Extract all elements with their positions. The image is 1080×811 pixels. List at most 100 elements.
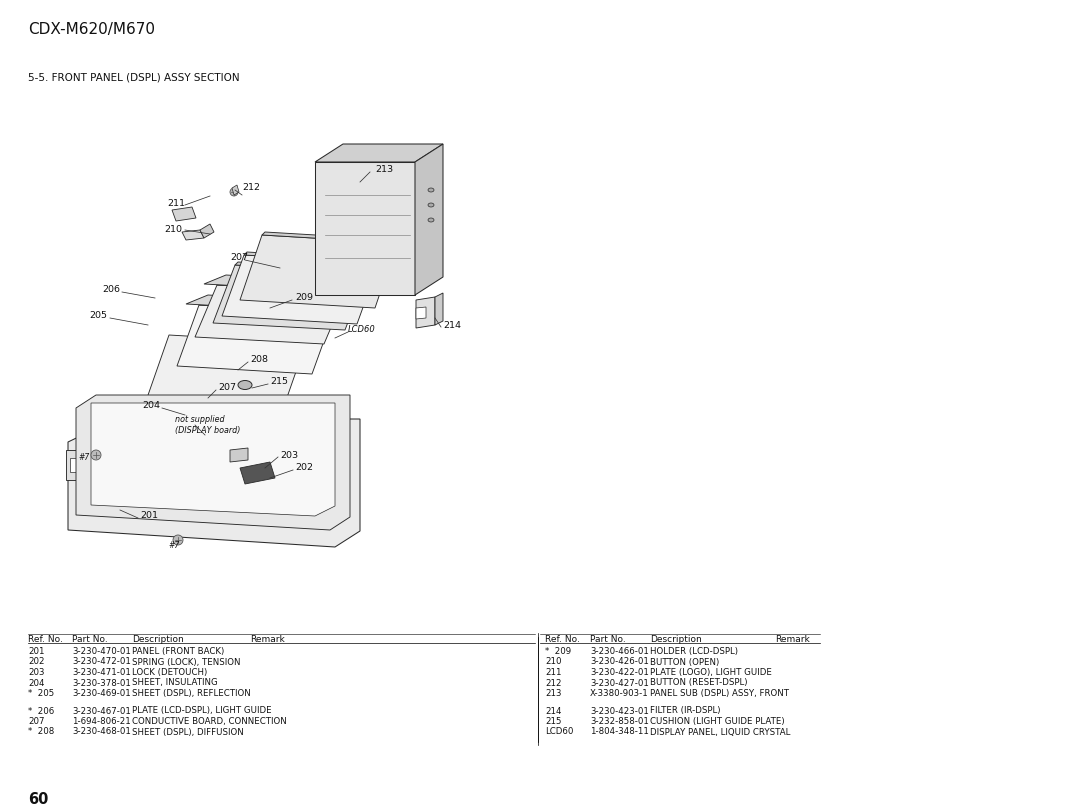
Text: SHEET (DSPL), DIFFUSION: SHEET (DSPL), DIFFUSION bbox=[132, 727, 244, 736]
Text: (DISPLAY board): (DISPLAY board) bbox=[175, 426, 241, 435]
Polygon shape bbox=[415, 144, 443, 295]
Text: 3-230-427-01: 3-230-427-01 bbox=[590, 679, 649, 688]
Text: 3-230-472-01: 3-230-472-01 bbox=[72, 658, 131, 667]
Text: 5-5. FRONT PANEL (DSPL) ASSY SECTION: 5-5. FRONT PANEL (DSPL) ASSY SECTION bbox=[28, 72, 240, 82]
Text: 202: 202 bbox=[28, 658, 44, 667]
Text: BUTTON (OPEN): BUTTON (OPEN) bbox=[650, 658, 719, 667]
Text: 215: 215 bbox=[545, 717, 562, 726]
Polygon shape bbox=[186, 295, 337, 311]
Ellipse shape bbox=[428, 188, 434, 192]
Text: SHEET (DSPL), REFLECTION: SHEET (DSPL), REFLECTION bbox=[132, 689, 251, 698]
Text: 212: 212 bbox=[242, 183, 260, 192]
Polygon shape bbox=[244, 252, 382, 263]
Text: 215: 215 bbox=[270, 377, 288, 387]
Text: #7: #7 bbox=[168, 540, 179, 550]
Text: CUSHION (LIGHT GUIDE PLATE): CUSHION (LIGHT GUIDE PLATE) bbox=[650, 717, 785, 726]
Text: 208: 208 bbox=[249, 355, 268, 364]
Text: 202: 202 bbox=[295, 464, 313, 473]
Text: Part No.: Part No. bbox=[72, 635, 108, 644]
Text: 204: 204 bbox=[28, 679, 44, 688]
Polygon shape bbox=[199, 302, 337, 313]
Polygon shape bbox=[91, 403, 335, 516]
Text: not supplied: not supplied bbox=[175, 415, 225, 424]
Polygon shape bbox=[240, 462, 275, 484]
Text: 3-230-423-01: 3-230-423-01 bbox=[590, 706, 649, 715]
Polygon shape bbox=[416, 307, 426, 319]
Text: LOCK (DETOUCH): LOCK (DETOUCH) bbox=[132, 668, 207, 677]
Polygon shape bbox=[416, 297, 435, 328]
Text: 3-230-468-01: 3-230-468-01 bbox=[72, 727, 131, 736]
Text: *  205: * 205 bbox=[28, 689, 54, 698]
Text: 3-230-469-01: 3-230-469-01 bbox=[72, 689, 131, 698]
Text: X-3380-903-1: X-3380-903-1 bbox=[590, 689, 649, 698]
Ellipse shape bbox=[238, 380, 252, 389]
Text: 203: 203 bbox=[280, 450, 298, 460]
Text: 212: 212 bbox=[545, 679, 562, 688]
Text: 207: 207 bbox=[28, 717, 44, 726]
Text: 209: 209 bbox=[295, 294, 313, 303]
Text: *  206: * 206 bbox=[28, 706, 54, 715]
Text: 3-230-378-01: 3-230-378-01 bbox=[72, 679, 131, 688]
Text: 201: 201 bbox=[140, 510, 158, 520]
Text: 210: 210 bbox=[545, 658, 562, 667]
Polygon shape bbox=[177, 305, 334, 374]
Polygon shape bbox=[240, 235, 397, 308]
Text: PLATE (LCD-DSPL), LIGHT GUIDE: PLATE (LCD-DSPL), LIGHT GUIDE bbox=[132, 706, 272, 715]
Polygon shape bbox=[217, 282, 349, 292]
Text: 1-694-806-21: 1-694-806-21 bbox=[72, 717, 131, 726]
Text: 201: 201 bbox=[28, 647, 44, 656]
Text: 214: 214 bbox=[545, 706, 562, 715]
Text: DISPLAY PANEL, LIQUID CRYSTAL: DISPLAY PANEL, LIQUID CRYSTAL bbox=[650, 727, 791, 736]
Text: 213: 213 bbox=[375, 165, 393, 174]
Polygon shape bbox=[213, 265, 367, 330]
Circle shape bbox=[173, 535, 183, 545]
Text: 3-232-858-01: 3-232-858-01 bbox=[590, 717, 649, 726]
Text: 213: 213 bbox=[545, 689, 562, 698]
Circle shape bbox=[230, 188, 238, 196]
Text: LCD60: LCD60 bbox=[348, 325, 376, 334]
Text: 205: 205 bbox=[89, 311, 107, 320]
Text: FILTER (IR-DSPL): FILTER (IR-DSPL) bbox=[650, 706, 720, 715]
Text: 3-230-470-01: 3-230-470-01 bbox=[72, 647, 131, 656]
Text: 3-230-466-01: 3-230-466-01 bbox=[590, 647, 649, 656]
Polygon shape bbox=[68, 419, 360, 547]
Text: SHEET, INSULATING: SHEET, INSULATING bbox=[132, 679, 218, 688]
Text: 3-230-467-01: 3-230-467-01 bbox=[72, 706, 131, 715]
Text: 206: 206 bbox=[102, 285, 120, 294]
Text: Ref. No.: Ref. No. bbox=[545, 635, 580, 644]
Ellipse shape bbox=[428, 203, 434, 207]
Polygon shape bbox=[76, 395, 350, 530]
Polygon shape bbox=[66, 450, 82, 480]
Text: 3-230-471-01: 3-230-471-01 bbox=[72, 668, 131, 677]
Text: HOLDER (LCD-DSPL): HOLDER (LCD-DSPL) bbox=[650, 647, 738, 656]
Text: 203: 203 bbox=[28, 668, 44, 677]
Text: Remark: Remark bbox=[249, 635, 285, 644]
Text: #7: #7 bbox=[78, 453, 90, 462]
Text: Remark: Remark bbox=[775, 635, 810, 644]
Polygon shape bbox=[315, 162, 415, 295]
Polygon shape bbox=[147, 335, 306, 406]
Text: CONDUCTIVE BOARD, CONNECTION: CONDUCTIVE BOARD, CONNECTION bbox=[132, 717, 287, 726]
Polygon shape bbox=[195, 285, 346, 344]
Polygon shape bbox=[235, 262, 370, 272]
Text: 60: 60 bbox=[28, 792, 49, 807]
Text: BUTTON (RESET-DSPL): BUTTON (RESET-DSPL) bbox=[650, 679, 747, 688]
Text: *  208: * 208 bbox=[28, 727, 54, 736]
Text: 3-230-422-01: 3-230-422-01 bbox=[590, 668, 649, 677]
Text: SPRING (LOCK), TENSION: SPRING (LOCK), TENSION bbox=[132, 658, 241, 667]
Text: 214: 214 bbox=[443, 320, 461, 329]
Polygon shape bbox=[435, 293, 443, 325]
Text: Description: Description bbox=[650, 635, 702, 644]
Polygon shape bbox=[262, 232, 400, 243]
Text: PANEL SUB (DSPL) ASSY, FRONT: PANEL SUB (DSPL) ASSY, FRONT bbox=[650, 689, 789, 698]
Text: 1-804-348-11: 1-804-348-11 bbox=[590, 727, 649, 736]
Text: *  209: * 209 bbox=[545, 647, 571, 656]
Polygon shape bbox=[183, 230, 204, 240]
Text: PLATE (LOGO), LIGHT GUIDE: PLATE (LOGO), LIGHT GUIDE bbox=[650, 668, 772, 677]
Text: Part No.: Part No. bbox=[590, 635, 625, 644]
Text: 210: 210 bbox=[164, 225, 183, 234]
Text: 207: 207 bbox=[230, 254, 248, 263]
Polygon shape bbox=[222, 255, 379, 324]
Ellipse shape bbox=[428, 218, 434, 222]
Polygon shape bbox=[232, 185, 239, 195]
